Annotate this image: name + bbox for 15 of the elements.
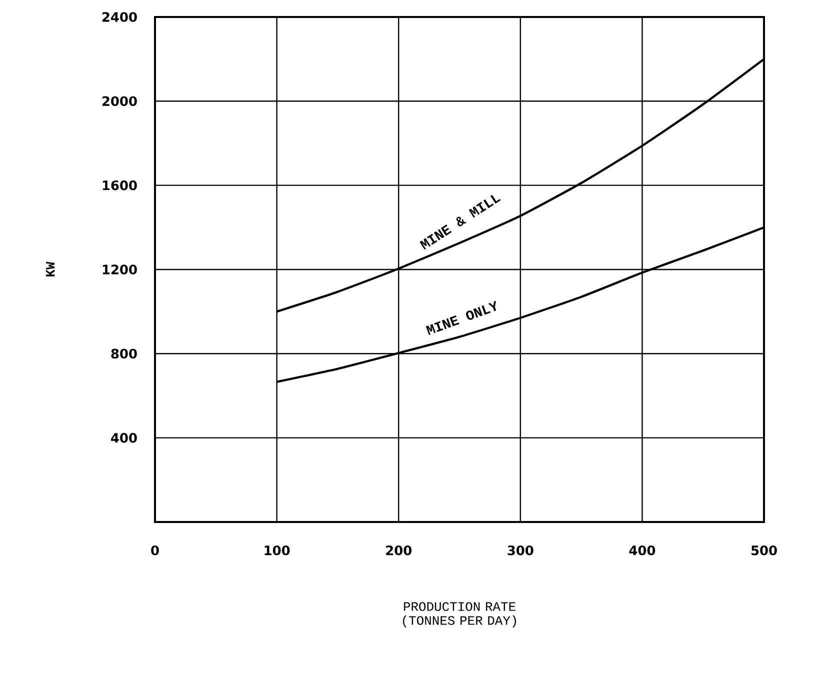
x-tick-label: 100 bbox=[264, 546, 290, 556]
y-tick-label: 800 bbox=[111, 348, 137, 359]
x-tick-label: 500 bbox=[751, 546, 777, 556]
y-tick-label: 1600 bbox=[102, 180, 137, 190]
x-axis-title: PRODUCTION RATE (TONNES PER DAY) bbox=[402, 602, 516, 628]
x-tick-label: 300 bbox=[508, 546, 534, 556]
y-axis-title: KW bbox=[46, 262, 55, 276]
y-tick-label: 1200 bbox=[102, 264, 137, 274]
text: MINE ONLY bbox=[426, 300, 496, 335]
y-tick-label: 400 bbox=[111, 432, 137, 443]
x-tick-label: 200 bbox=[386, 546, 412, 556]
y-tick-label: 2000 bbox=[102, 96, 137, 106]
x-tick-label: 400 bbox=[629, 546, 656, 556]
x-tick-label: 0 bbox=[151, 546, 159, 556]
y-tick-label: 2400 bbox=[102, 12, 137, 22]
